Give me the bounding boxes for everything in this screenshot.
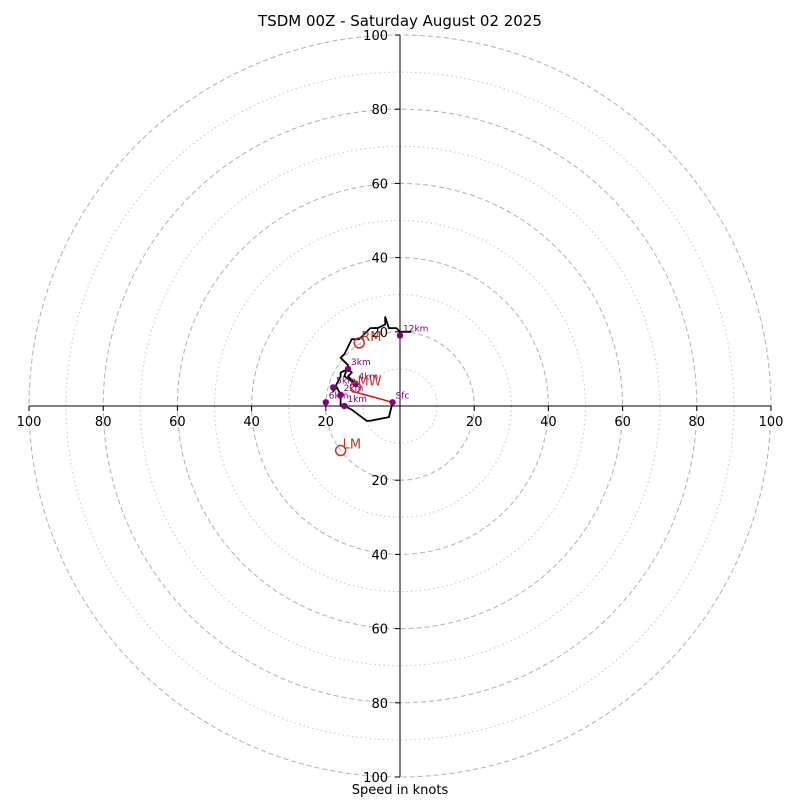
- height-marker-label: 12km: [403, 325, 428, 335]
- height-marker-label: 2km: [344, 384, 364, 394]
- height-marker-label: 1km: [347, 395, 367, 405]
- y-tick-label: 80: [371, 103, 388, 118]
- x-tick-label: 40: [243, 415, 260, 430]
- shear-vector-line: [351, 390, 393, 404]
- x-tick-label: 80: [689, 415, 706, 430]
- storm-motion-marker: [334, 444, 347, 457]
- x-tick-label: 20: [318, 415, 335, 430]
- storm-motion-label: MW: [357, 374, 381, 389]
- height-marker-point: [344, 365, 352, 373]
- storm-motion-marker: [349, 381, 362, 394]
- y-tick-label: 60: [371, 623, 388, 638]
- height-marker-point: [330, 384, 337, 391]
- height-marker-label: Sfc: [396, 391, 410, 401]
- storm-motion-label: LM: [343, 438, 361, 453]
- height-marker-label: 4km: [358, 373, 378, 383]
- y-tick-label: 20: [371, 474, 388, 489]
- height-marker-point: [389, 399, 396, 406]
- height-marker-point: [396, 332, 404, 339]
- y-tick-label: 80: [371, 697, 388, 712]
- x-tick-label: 100: [759, 415, 784, 430]
- x-tick-label: 60: [169, 415, 186, 430]
- x-tick-label: 20: [466, 415, 483, 430]
- height-marker-label: 6km: [329, 391, 349, 401]
- height-marker-point: [322, 399, 329, 406]
- chart-title: TSDM 00Z - Saturday August 02 2025: [258, 12, 542, 30]
- height-marker-label: 3km: [351, 358, 371, 368]
- y-tick-label: 100: [363, 771, 388, 786]
- y-tick-label: 40: [371, 548, 388, 563]
- height-marker-label: 5km: [336, 376, 356, 386]
- x-axis-label: Speed in knots: [351, 783, 449, 798]
- x-tick-label: 80: [95, 415, 112, 430]
- y-tick-label: 40: [371, 252, 388, 267]
- storm-motion-label: RM: [361, 330, 381, 345]
- x-tick-label: 60: [614, 415, 631, 430]
- y-tick-label: 20: [371, 326, 388, 341]
- x-tick-label: 100: [17, 415, 42, 430]
- height-marker-point: [341, 402, 348, 410]
- y-tick-label: 100: [363, 29, 388, 44]
- height-marker-point: [337, 391, 344, 399]
- storm-motion-marker: [353, 337, 365, 349]
- x-tick-label: 40: [540, 415, 557, 430]
- y-tick-label: 60: [371, 177, 388, 192]
